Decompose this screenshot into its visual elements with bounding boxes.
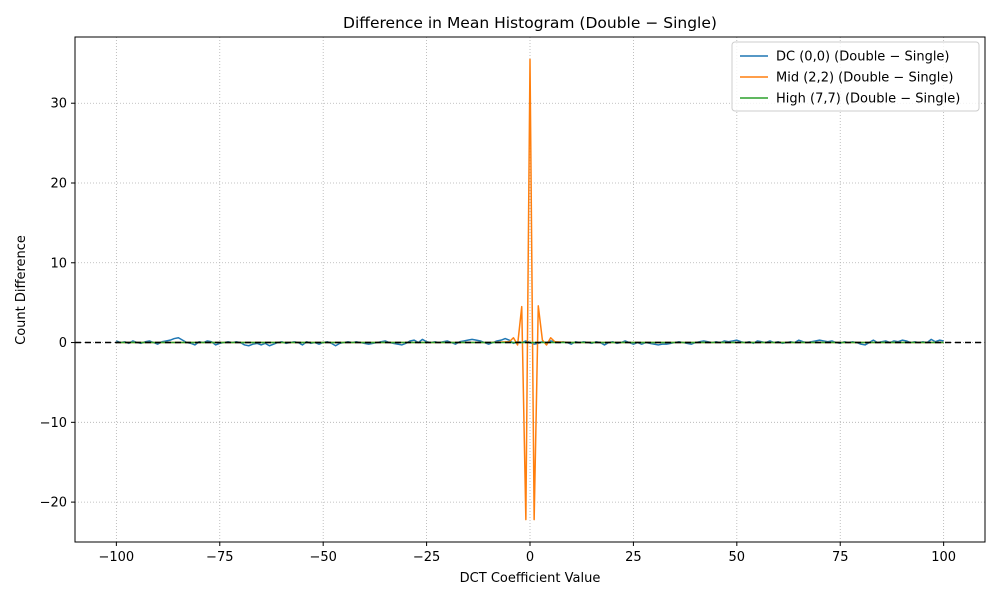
legend-label-1: Mid (2,2) (Double − Single) [776,71,954,86]
x-tick-label: 100 [931,550,956,565]
legend: DC (0,0) (Double − Single) Mid (2,2) (Dou… [731,41,980,112]
x-tick-label: 0 [526,550,534,565]
x-axis: −100 −75 −50 −25 0 25 50 75 100 [99,542,956,565]
x-tick-label: 50 [729,550,746,565]
series-line-1 [116,58,944,521]
y-tick-label: 0 [59,336,67,351]
x-tick-label: 25 [625,550,642,565]
y-tick-label: −20 [40,496,67,511]
y-tick-label: −10 [40,416,67,431]
x-axis-label: DCT Coefficient Value [460,571,601,586]
legend-items: DC (0,0) (Double − Single) Mid (2,2) (Dou… [740,50,960,107]
y-tick-label: 30 [50,97,67,112]
y-axis: −20 −10 0 10 20 30 [40,97,75,511]
x-tick-label: −75 [206,550,233,565]
y-axis-label: Count Difference [14,235,29,345]
chart-title: Difference in Mean Histogram (Double − S… [343,14,717,32]
y-tick-label: 10 [50,256,67,271]
y-tick-label: 20 [50,176,67,191]
legend-label-0: DC (0,0) (Double − Single) [776,50,950,65]
x-tick-label: −100 [99,550,135,565]
x-tick-label: −50 [309,550,336,565]
grid [75,37,985,542]
x-tick-label: −25 [413,550,440,565]
x-tick-label: 75 [832,550,849,565]
legend-label-2: High (7,7) (Double − Single) [776,92,960,107]
legend-frame [731,41,980,112]
